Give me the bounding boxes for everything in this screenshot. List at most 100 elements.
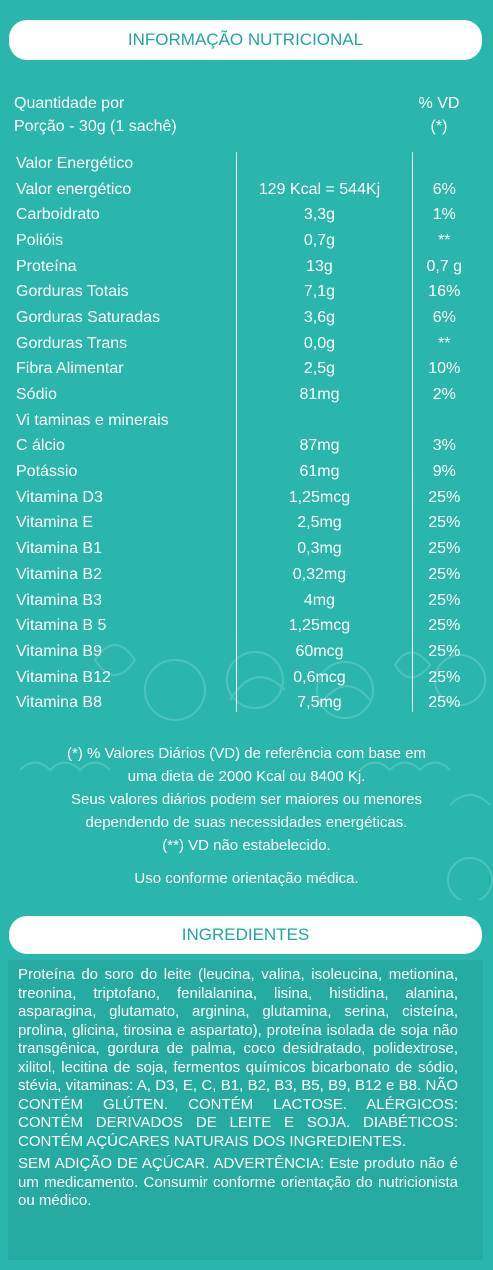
nutrient-amount: 2,5mg [297,514,342,532]
nutrient-vd: 25% [428,591,461,609]
nutrient-amount: 13g [306,257,333,275]
nutrient-name: Carboidrato [16,206,100,224]
nutrition-row: Fibra Alimentar 2,5g 10% [16,357,481,383]
nutrient-amount: 81mg [299,386,340,404]
nutrient-vd: 6% [432,180,456,198]
table-divider-right [412,152,413,712]
nutrient-amount: 0,0g [303,334,336,352]
vd-note-line: dependendo de suas necessidades energéti… [85,814,408,831]
nutrient-amount: 3,3g [303,206,336,224]
nutrient-name: Gorduras Saturadas [16,308,161,326]
nutrient-name: Vitamina B2 [16,565,102,583]
nutrient-amount: 87mg [299,437,340,455]
nutrient-name: Gorduras Trans [16,334,128,352]
nutrient-vd: 0,7 g [426,257,463,275]
nutrition-row: Potássio 61mg 9% [16,459,481,485]
nutrition-row: Vitamina B9 60mcg 25% [16,639,481,665]
ingredients-paragraph: SEM ADIÇÃO DE AÇÚCAR. ADVERTÊNCIA: Este … [18,1155,458,1209]
portion-info: Quantidade por % VD Porção - 30g (1 sach… [14,92,479,138]
nutrition-row: Vitamina B 5 1,25mcg 25% [16,613,481,639]
nutrient-vd: 25% [428,514,461,532]
vd-note-line: Seus valores diários podem ser maiores o… [71,791,422,808]
nutrition-header: INFORMAÇÃO NUTRICIONAL [9,20,482,60]
ingredients-header: INGREDIENTES [9,916,482,954]
nutrition-row: Gorduras Totais 7,1g 16% [16,279,481,305]
nutrition-row: Valor energético 129 Kcal = 544Kj 6% [16,177,481,203]
nutrition-row: Vitamina D3 1,25mcg 25% [16,485,481,511]
nutrition-row: Carboidrato 3,3g 1% [16,202,481,228]
nutrient-amount: 0,6mcg [293,668,346,686]
nutrient-name: Polióis [16,231,64,249]
vd-note-line: (*) % Valores Diários (VD) de referência… [66,745,426,762]
nutrient-name: Vitamina B3 [16,591,102,609]
nutrient-name: Vitamina B12 [16,668,111,686]
nutrient-vd: 25% [428,617,461,635]
nutrient-vd: 25% [428,668,461,686]
vd-header: % VD [418,95,460,112]
vd-note-line: uma dieta de 2000 Kcal ou 8400 Kj. [127,768,366,785]
nutrition-row: C álcio 87mg 3% [16,434,481,460]
nutrient-name: Valor energético [16,180,132,198]
nutrient-name: Vi taminas e minerais [16,411,169,429]
usage-note: Uso conforme orientação médica. [134,870,359,887]
nutrient-name: Gorduras Totais [16,283,129,301]
nutrient-vd: 25% [428,565,461,583]
nutrient-vd: 25% [428,694,461,712]
nutrient-vd: 6% [432,308,456,326]
nutrient-vd: 2% [432,386,456,404]
nutrient-amount: 0,32mg [292,565,347,583]
nutrition-row: Vitamina B1 0,3mg 25% [16,536,481,562]
portion-label: Porção - 30g (1 sachê) [14,118,177,135]
nutrition-row: Gorduras Trans 0,0g ** [16,331,481,357]
nutrient-vd: ** [438,334,451,352]
nutrition-row: Polióis 0,7g ** [16,228,481,254]
nutrient-name: Sódio [16,386,57,404]
vd-note-mark: (*) [430,118,448,135]
nutrient-name: Vitamina E [16,514,94,532]
nutrient-vd: 25% [428,540,461,558]
nutrient-amount: 4mg [303,591,336,609]
nutrient-vd: 1% [432,206,456,224]
nutrient-amount: 129 Kcal = 544Kj [258,180,381,198]
nutrient-name: Vitamina B 5 [16,617,107,635]
nutrient-vd: 3% [432,437,456,455]
nutrition-row: Proteína 13g 0,7 g [16,254,481,280]
nutrition-row: Vi taminas e minerais [16,408,481,434]
nutrient-vd: 10% [428,360,461,378]
nutrient-name: Vitamina B9 [16,642,102,660]
nutrient-name: C álcio [16,437,65,455]
nutrient-amount: 61mg [299,463,340,481]
nutrient-name: Vitamina D3 [16,488,103,506]
nutrient-amount: 0,7g [303,231,336,249]
nutrient-name: Valor Energético [16,154,134,172]
nutrient-amount: 7,5mg [297,694,342,712]
nutrient-amount: 7,1g [303,283,336,301]
ingredients-title: INGREDIENTES [181,925,310,944]
nutrient-name: Potássio [16,463,78,481]
nutrient-vd: 16% [428,283,461,301]
nutrition-title: INFORMAÇÃO NUTRICIONAL [127,30,364,49]
nutrition-row: Vitamina B2 0,32mg 25% [16,562,481,588]
nutrition-row: Vitamina E 2,5mg 25% [16,511,481,537]
nutrition-row: Vitamina B3 4mg 25% [16,588,481,614]
nutrient-amount: 1,25mcg [288,488,351,506]
nutrient-vd: 25% [428,642,461,660]
nutrient-vd: 25% [428,488,461,506]
ingredients-panel [8,960,483,1260]
nutrient-vd: 9% [432,463,456,481]
vd-note-line: (**) VD não estabelecido. [162,837,331,854]
nutrient-amount: 0,3mg [297,540,342,558]
ingredients-paragraph: Proteína do soro do leite (leucina, vali… [18,966,458,1150]
qty-label: Quantidade por [14,95,125,112]
vd-notes: (*) % Valores Diários (VD) de referência… [0,742,493,857]
nutrient-amount: 1,25mcg [288,617,351,635]
nutrient-amount: 3,6g [303,308,336,326]
nutrition-row: Sódio 81mg 2% [16,382,481,408]
nutrient-amount: 2,5g [303,360,336,378]
nutrition-row: Valor Energético [16,151,481,177]
ingredients-text: Proteína do soro do leite (leucina, vali… [18,966,458,1215]
nutrient-name: Vitamina B8 [16,694,102,712]
nutrition-row: Vitamina B12 0,6mcg 25% [16,665,481,691]
table-divider-left [236,152,237,712]
nutrient-name: Fibra Alimentar [16,360,124,378]
